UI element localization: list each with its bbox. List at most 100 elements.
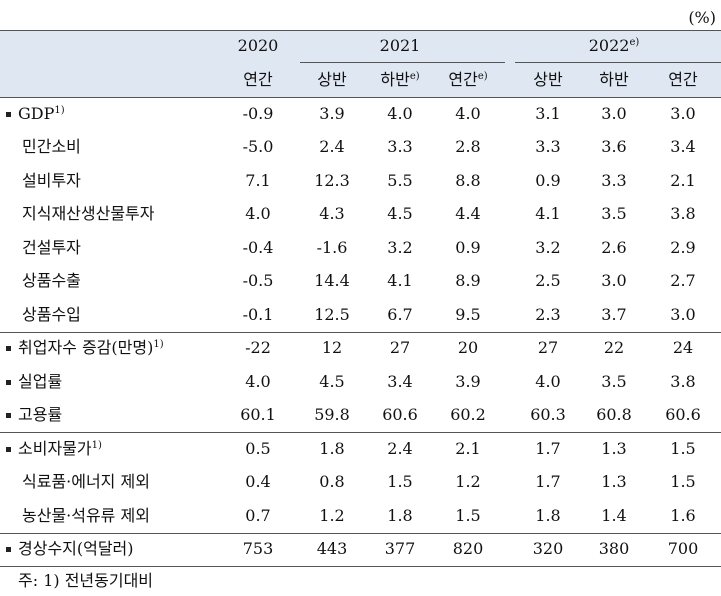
row-label: 설비투자 [22, 171, 81, 191]
cell: -1.6 [316, 237, 348, 257]
text: 하반 [599, 70, 629, 89]
text: 상반 [533, 70, 563, 89]
cell: 443 [316, 539, 348, 559]
text: 경상수지(억달러) [18, 539, 134, 559]
cell: 60.6 [382, 405, 418, 425]
cell: 4.1 [535, 204, 561, 224]
text: 지식재산생산물투자 [22, 204, 155, 224]
cell: -22 [245, 338, 271, 358]
cell: 4.5 [319, 371, 345, 391]
cell: 3.1 [535, 103, 561, 123]
cell: 12.5 [314, 304, 350, 324]
cell: 60.8 [596, 405, 632, 425]
row-label: 지식재산생산물투자 [22, 204, 154, 224]
note: 1) [91, 439, 102, 451]
cell: 3.0 [670, 103, 696, 123]
cell: 0.8 [319, 472, 345, 492]
cell: 3.2 [535, 237, 561, 257]
text: 연간 [243, 70, 273, 89]
cell: 8.9 [455, 271, 481, 291]
cell: 1.8 [535, 505, 561, 525]
row-label: 상품수출 [22, 271, 81, 291]
row-label: 상품수입 [22, 305, 81, 325]
cell: 4.1 [387, 271, 413, 291]
cell: 1.5 [670, 438, 696, 458]
cell: 20 [457, 338, 479, 358]
cell: 3.2 [387, 237, 413, 257]
cell: 6.7 [387, 304, 413, 324]
text: 건설투자 [22, 237, 81, 257]
cell: 1.5 [670, 472, 696, 492]
period-header: 하반e) [380, 70, 419, 90]
cell: 3.9 [319, 103, 345, 123]
cell: 1.3 [601, 472, 627, 492]
cell: 377 [384, 539, 416, 559]
cell: 24 [672, 338, 694, 358]
text: 취업자수 증감(만명) [18, 338, 154, 358]
note: 1) [153, 339, 164, 351]
cell: 3.5 [601, 371, 627, 391]
text: 연간 [448, 70, 478, 89]
note: e) [409, 71, 420, 82]
cell: 4.0 [245, 204, 271, 224]
year-header: 2020 [238, 36, 279, 56]
cell: 320 [532, 539, 564, 559]
unit: (%) [688, 8, 716, 27]
cell: 0.9 [535, 170, 561, 190]
text: 연간 [668, 70, 698, 89]
footnote: 주: 1) 전년동기대비 [18, 571, 154, 590]
text: 실업률 [18, 371, 63, 391]
rule [515, 62, 721, 63]
cell: 1.2 [455, 472, 481, 492]
bullet [6, 446, 11, 452]
cell: 3.0 [670, 304, 696, 324]
cell: 5.5 [387, 170, 413, 190]
cell: 3.8 [670, 204, 696, 224]
rule [0, 331, 721, 333]
cell: 3.5 [601, 204, 627, 224]
period-header: 연간e) [448, 70, 487, 90]
cell: 12.3 [314, 170, 350, 190]
rule [0, 97, 721, 98]
cell: 0.4 [245, 472, 271, 492]
text: 민간소비 [22, 137, 81, 157]
cell: 1.4 [601, 505, 627, 525]
cell: 700 [667, 539, 699, 559]
row-label: 농산물·석유류 제외 [22, 506, 150, 526]
cell: 2.4 [319, 137, 345, 157]
rule [0, 30, 721, 31]
period-header: 하반 [599, 70, 628, 90]
cell: 1.7 [535, 472, 561, 492]
cell: 0.9 [455, 237, 481, 257]
cell: 0.7 [245, 505, 271, 525]
cell: 3.3 [601, 170, 627, 190]
text: 상반 [317, 70, 347, 89]
cell: 2.8 [455, 137, 481, 157]
note: e) [629, 37, 640, 48]
text: 소비자물가 [18, 438, 92, 458]
cell: 8.8 [455, 170, 481, 190]
row-label: 소비자물가1) [18, 439, 102, 459]
cell: 27 [537, 338, 559, 358]
text: 2020 [237, 36, 279, 55]
cell: 4.0 [455, 103, 481, 123]
cell: 4.0 [245, 371, 271, 391]
cell: 3.0 [601, 271, 627, 291]
cell: 2.1 [455, 438, 481, 458]
cell: 753 [242, 539, 274, 559]
cell: 3.3 [387, 137, 413, 157]
cell: 1.8 [387, 505, 413, 525]
bullet [6, 379, 11, 385]
cell: 2.1 [670, 170, 696, 190]
row-label: 건설투자 [22, 238, 81, 258]
row-label: 경상수지(억달러) [18, 539, 134, 559]
cell: 60.2 [450, 405, 486, 425]
cell: 2.7 [670, 271, 696, 291]
cell: 4.0 [535, 371, 561, 391]
cell: 3.4 [670, 137, 696, 157]
period-header: 상반 [533, 70, 562, 90]
cell: 820 [452, 539, 484, 559]
rule [300, 62, 505, 63]
row-label: 실업률 [18, 372, 62, 392]
cell: 2.3 [535, 304, 561, 324]
